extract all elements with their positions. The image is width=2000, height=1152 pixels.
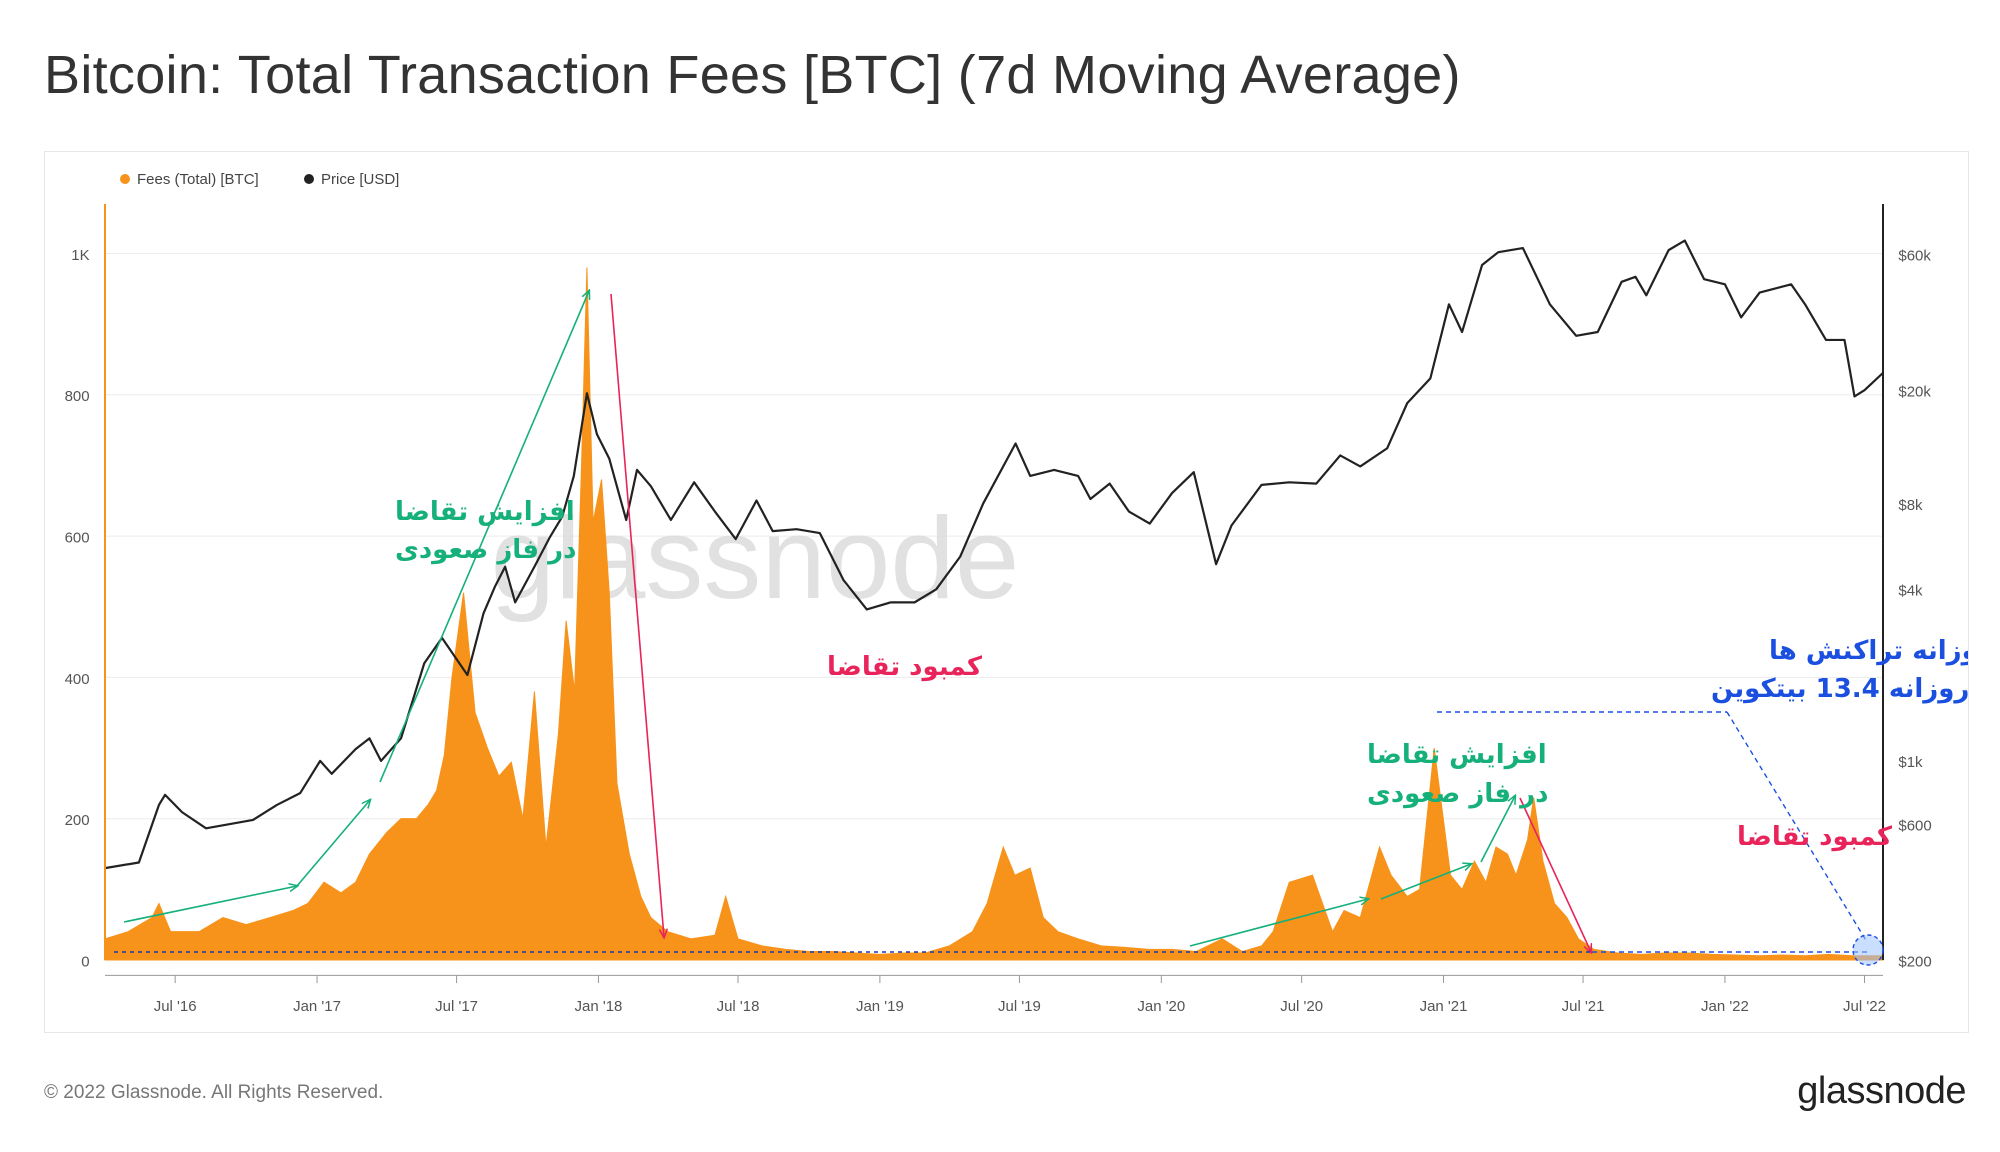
y-right-tick-label: $4k: [1898, 583, 1923, 600]
footer-copyright: © 2022 Glassnode. All Rights Reserved.: [44, 1082, 384, 1103]
annotation-demand-shortage-2021: کمبود تقاضا: [1737, 822, 1893, 852]
y-left-tick-label: 600: [65, 529, 90, 546]
y-right-tick-label: $8k: [1898, 497, 1923, 514]
red-arrow-2021: [1519, 797, 1591, 952]
x-tick-label: Jul '22: [1843, 998, 1886, 1015]
y-left-ticks: 0 200 400 600 800 1K: [65, 247, 90, 971]
chart-container: glassnode Jul '16 Jan '17 Jul '17 Jan '18 Ju…: [44, 151, 1969, 1033]
x-tick-label: Jul '16: [154, 998, 197, 1015]
green-arrow-2017c: [379, 291, 589, 783]
y-left-tick-label: 800: [65, 388, 90, 405]
legend-fees-label[interactable]: Fees (Total) [BTC]: [137, 171, 259, 188]
y-right-tick-label: $60k: [1898, 248, 1931, 265]
green-arrow-2021a: [1380, 864, 1471, 900]
y-left-tick-label: 400: [65, 671, 90, 688]
y-right-ticks: $200 $600 $1k $4k $8k $20k $60k: [1898, 248, 1931, 971]
axes: [105, 204, 1883, 975]
legend-price-label[interactable]: Price [USD]: [321, 171, 399, 188]
x-tick-label: Jan '21: [1420, 998, 1468, 1015]
x-tick-label: Jul '17: [435, 998, 478, 1015]
y-left-tick-label: 200: [65, 812, 90, 829]
x-tick-label: Jan '19: [856, 998, 904, 1015]
y-left-tick-label: 0: [81, 953, 89, 970]
fees-area: [105, 268, 1883, 960]
green-arrow-2020: [1189, 899, 1368, 947]
x-tick-label: Jan '17: [293, 998, 341, 1015]
chart: glassnode Jul '16 Jan '17 Jul '17 Jan '18 Ju…: [65, 171, 1968, 1015]
annotation-demand-rise-2017-line2: در فاز صعودی: [395, 535, 576, 565]
annotation-daily-fees-line2: روزانه 13.4 بیتکوین: [1711, 674, 1968, 704]
glassnode-logo[interactable]: glassnode: [1797, 1070, 1966, 1112]
annotation-demand-shortage-2018: کمبود تقاضا: [827, 652, 983, 682]
annotation-demand-rise-2017-line1: افزایش تقاضا: [395, 497, 575, 527]
price-series: [105, 241, 1883, 869]
green-arrow-2021b: [1480, 796, 1515, 863]
green-arrow-2017: [123, 886, 297, 923]
y-right-tick-label: $600: [1898, 817, 1931, 834]
legend: Fees (Total) [BTC] Price [USD]: [120, 171, 399, 188]
x-tick-label: Jul '19: [998, 998, 1041, 1015]
y-right-tick-label: $200: [1898, 953, 1931, 970]
legend-price-swatch: [304, 174, 314, 184]
x-tick-label: Jul '18: [717, 998, 760, 1015]
y-right-tick-label: $1k: [1898, 754, 1923, 771]
y-left-tick-label: 1K: [71, 247, 89, 264]
fees-series: [105, 268, 1883, 960]
blue-highlight-circle: [1852, 934, 1884, 966]
page-title: Bitcoin: Total Transaction Fees [BTC] (7…: [44, 45, 1461, 105]
annotations: افزایش تقاضا در فاز صعودی کمبود تقاضا اف…: [395, 497, 1968, 852]
x-tick-label: Jan '22: [1701, 998, 1749, 1015]
green-arrow-2017b: [296, 800, 370, 887]
legend-fees-swatch: [120, 174, 130, 184]
y-right-tick-label: $20k: [1898, 384, 1931, 401]
annotation-daily-fees-line1: کل کارمزد روزانه تراکنش ها: [1769, 636, 1968, 666]
red-arrow-2018: [610, 293, 664, 937]
x-tick-label: Jan '20: [1137, 998, 1185, 1015]
x-tick-label: Jan '18: [575, 998, 623, 1015]
x-tick-label: Jul '20: [1280, 998, 1323, 1015]
x-tick-label: Jul '21: [1562, 998, 1605, 1015]
annotation-demand-rise-2020-line2: در فاز صعودی: [1367, 779, 1548, 809]
price-line: [105, 241, 1883, 869]
annotation-arrows: [114, 291, 1884, 966]
x-axis-ticks: Jul '16 Jan '17 Jul '17 Jan '18 Jul '18 Jan '…: [154, 975, 1886, 1015]
annotation-demand-rise-2020-line1: افزایش تقاضا: [1367, 740, 1547, 770]
